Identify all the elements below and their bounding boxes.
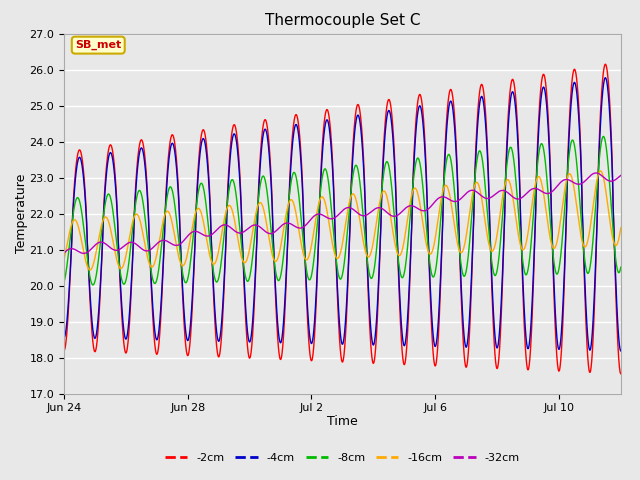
X-axis label: Time: Time	[327, 415, 358, 428]
Legend: -2cm, -4cm, -8cm, -16cm, -32cm: -2cm, -4cm, -8cm, -16cm, -32cm	[161, 448, 524, 467]
Title: Thermocouple Set C: Thermocouple Set C	[265, 13, 420, 28]
Y-axis label: Temperature: Temperature	[15, 174, 28, 253]
Text: SB_met: SB_met	[75, 40, 122, 50]
